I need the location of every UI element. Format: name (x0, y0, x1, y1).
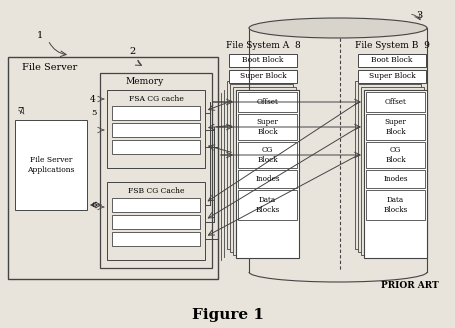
Bar (8, 57, 218, 279)
Bar (238, 190, 297, 220)
Text: 6: 6 (92, 201, 97, 209)
Text: File Server
Applications: File Server Applications (27, 156, 75, 174)
Bar (364, 90, 427, 258)
Bar (366, 92, 425, 112)
Text: FSB CG Cache: FSB CG Cache (128, 187, 184, 195)
Text: Offset: Offset (384, 98, 406, 106)
Text: 1: 1 (37, 31, 43, 39)
Bar (112, 215, 200, 229)
Text: File System A  8: File System A 8 (226, 42, 300, 51)
Text: 5: 5 (91, 109, 97, 117)
Bar (229, 70, 297, 83)
Bar (15, 120, 87, 210)
Text: 7: 7 (17, 108, 23, 116)
Bar (107, 90, 205, 168)
Bar (366, 170, 425, 188)
Bar (238, 170, 297, 188)
Text: File Server: File Server (22, 64, 78, 72)
Text: Super Block: Super Block (369, 72, 415, 80)
Bar (227, 81, 290, 249)
Bar (238, 92, 297, 112)
Text: Data
Blocks: Data Blocks (255, 196, 280, 214)
Bar (238, 114, 297, 140)
Bar (358, 54, 426, 67)
Bar (233, 87, 296, 255)
Bar (107, 182, 205, 260)
Text: Inodes: Inodes (255, 175, 280, 183)
Text: CG
Block: CG Block (257, 146, 278, 164)
Text: File System B  9: File System B 9 (354, 42, 430, 51)
Text: Memory: Memory (126, 77, 164, 87)
Text: Super
Block: Super Block (257, 118, 278, 135)
Text: Inodes: Inodes (383, 175, 408, 183)
Bar (366, 114, 425, 140)
Bar (355, 81, 418, 249)
Text: CG
Block: CG Block (385, 146, 406, 164)
Bar (112, 198, 200, 212)
Text: 3: 3 (416, 11, 422, 20)
Bar (230, 84, 293, 252)
Bar (229, 54, 297, 67)
Text: Data
Blocks: Data Blocks (384, 196, 408, 214)
Text: Super
Block: Super Block (384, 118, 406, 135)
Bar (358, 84, 421, 252)
Text: 4: 4 (89, 94, 95, 104)
Bar (361, 87, 424, 255)
Bar (112, 232, 200, 246)
Bar (236, 90, 299, 258)
Bar (366, 190, 425, 220)
Text: 2: 2 (129, 48, 135, 56)
Bar (100, 73, 212, 268)
Bar (366, 142, 425, 168)
Text: PRIOR ART: PRIOR ART (381, 280, 439, 290)
Bar (358, 70, 426, 83)
Text: Figure 1: Figure 1 (192, 308, 263, 322)
Ellipse shape (249, 18, 427, 38)
Text: Boot Block: Boot Block (243, 56, 283, 65)
Bar (112, 123, 200, 137)
Text: FSA CG cache: FSA CG cache (129, 95, 183, 103)
Bar (112, 106, 200, 120)
Text: Offset: Offset (257, 98, 278, 106)
Bar (112, 140, 200, 154)
Bar (238, 142, 297, 168)
Text: Super Block: Super Block (240, 72, 286, 80)
Text: Boot Block: Boot Block (371, 56, 413, 65)
